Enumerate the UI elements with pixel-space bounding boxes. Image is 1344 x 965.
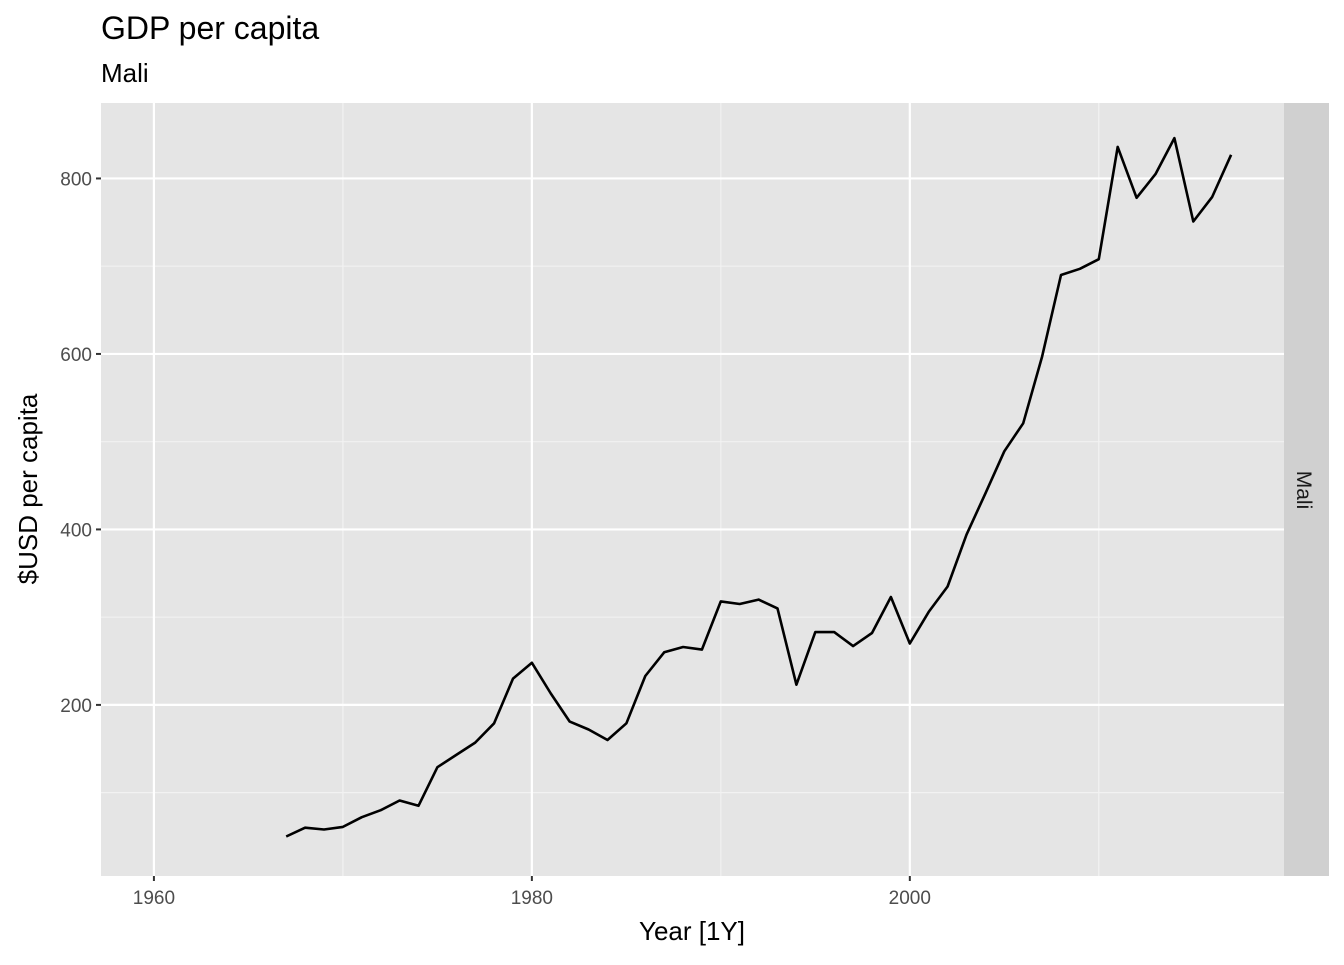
major-gridlines (101, 103, 1284, 876)
x-tick-label: 1980 (511, 888, 553, 909)
chart-title: GDP per capita (101, 10, 319, 46)
plot-panel (101, 103, 1284, 876)
y-tick-label: 800 (60, 169, 92, 190)
facet-strip (1284, 103, 1329, 876)
x-tick-label: 2000 (889, 888, 931, 909)
chart-subtitle: Mali (101, 58, 149, 88)
y-tick-label: 200 (60, 696, 92, 717)
series-line-mali (285, 136, 1233, 838)
x-axis-title: Year [1Y] (639, 916, 745, 946)
x-axis: 1960 1980 2000 (133, 876, 931, 909)
y-axis: 200 400 600 800 (60, 169, 101, 717)
y-tick-label: 600 (60, 345, 92, 366)
facet-strip-label: Mali (1292, 471, 1315, 510)
x-tick-label: 1960 (133, 888, 175, 909)
y-axis-title: $USD per capita (13, 393, 43, 584)
y-tick-label: 400 (60, 520, 92, 541)
